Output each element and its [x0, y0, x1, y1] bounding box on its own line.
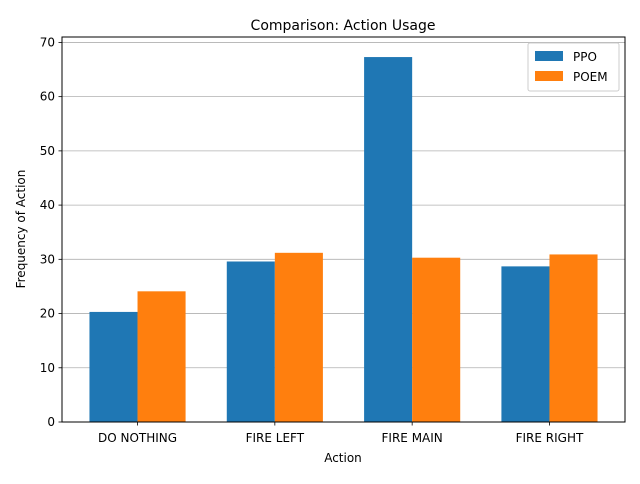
x-axis: DO NOTHING FIRE LEFT FIRE MAIN FIRE RIGHT	[98, 422, 584, 445]
plot-frame	[61, 36, 626, 423]
y-axis: 0 10 20 30 40 50 60 70	[40, 35, 62, 429]
x-axis-label: Action	[324, 451, 362, 465]
x-tick-label: DO NOTHING	[98, 431, 177, 445]
bar-poem-1	[274, 252, 323, 422]
bar-poem-3	[549, 254, 598, 422]
y-axis-label: Frequency of Action	[14, 170, 28, 289]
x-tick-label: FIRE RIGHT	[516, 431, 584, 445]
bar-poem-2	[412, 257, 461, 422]
x-tick-label: FIRE MAIN	[382, 431, 443, 445]
bar-ppo-3	[501, 266, 550, 422]
y-tick-label: 40	[40, 198, 55, 212]
bar-ppo-1	[226, 261, 275, 422]
y-tick-label: 0	[47, 415, 55, 429]
legend-label-poem: POEM	[573, 70, 608, 84]
y-tick-label: 30	[40, 252, 55, 266]
x-tick-label: FIRE LEFT	[246, 431, 305, 445]
bar-ppo-2	[364, 57, 413, 422]
bar-ppo-0	[89, 311, 138, 422]
legend-swatch-poem	[535, 71, 563, 81]
chart-title: Comparison: Action Usage	[251, 18, 436, 34]
legend: PPO POEM	[527, 42, 620, 92]
legend-label-ppo: PPO	[573, 50, 597, 64]
y-tick-label: 10	[40, 361, 55, 375]
y-tick-label: 20	[40, 307, 55, 321]
bar-poem-0	[137, 291, 186, 422]
bars	[89, 57, 598, 422]
y-tick-label: 60	[40, 90, 55, 104]
y-tick-label: 70	[40, 35, 55, 49]
legend-swatch-ppo	[535, 51, 563, 61]
y-tick-label: 50	[40, 144, 55, 158]
